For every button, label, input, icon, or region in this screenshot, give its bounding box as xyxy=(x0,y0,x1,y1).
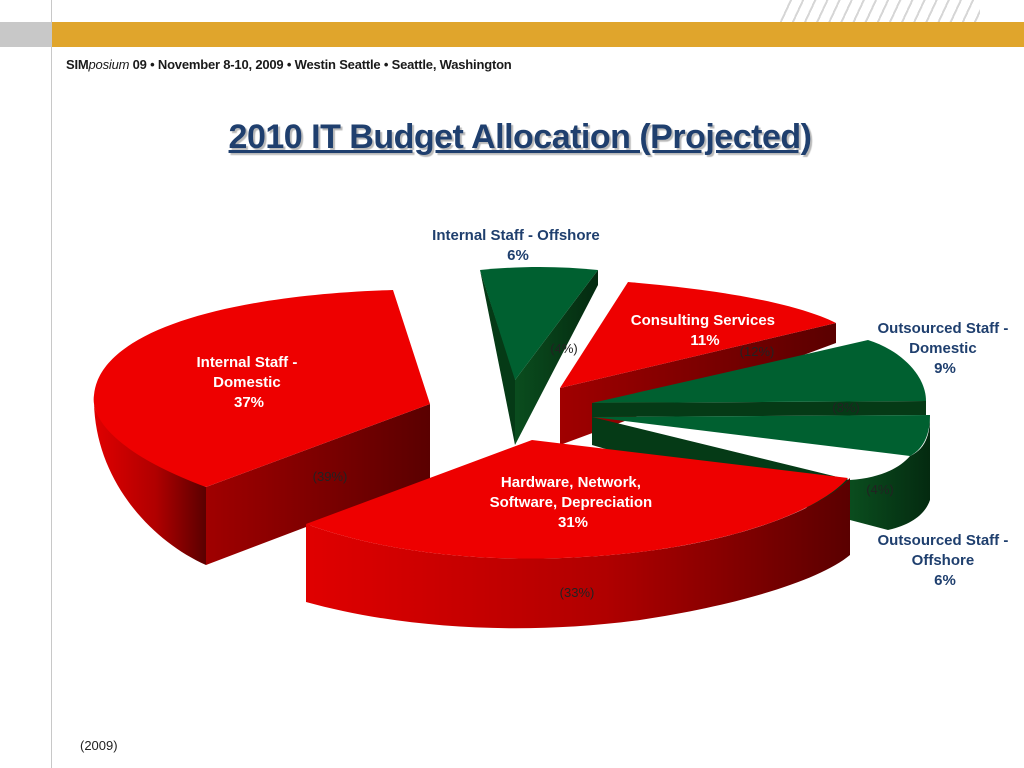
label-internal-domestic-line1: Internal Staff - xyxy=(196,354,297,371)
prior-internal-domestic: (39%) xyxy=(313,469,348,484)
slice-internal-staff-offshore xyxy=(480,267,598,445)
label-outsourced-offshore-line2: Offshore xyxy=(912,552,975,569)
label-outsourced-offshore: Outsourced Staff - Offshore 6% xyxy=(877,532,1012,589)
decorative-hatch xyxy=(780,0,980,22)
prior-outsourced-offshore: (4%) xyxy=(866,482,893,497)
label-hardware-line2: Software, Depreciation xyxy=(490,494,653,511)
slice-internal-offshore-top xyxy=(480,267,598,380)
label-outsourced-offshore-line1: Outsourced Staff - xyxy=(877,532,1008,549)
slide-title: 2010 IT Budget Allocation (Projected) xyxy=(228,118,812,156)
slice-outsourced-offshore-side xyxy=(850,415,930,530)
label-internal-offshore: Internal Staff - Offshore 6% xyxy=(432,227,604,264)
label-consulting-name: Consulting Services xyxy=(631,312,775,329)
slice-internal-offshore-side-left xyxy=(480,270,515,445)
label-outsourced-offshore-value: 6% xyxy=(934,572,956,589)
label-consulting: Consulting Services 11% xyxy=(631,312,779,349)
top-strip xyxy=(0,0,1024,22)
prior-consulting: (12%) xyxy=(740,344,775,359)
header-grey-band xyxy=(0,22,52,47)
slice-hardware-top xyxy=(306,440,848,559)
slice-outsourced-offshore-top xyxy=(592,415,930,456)
label-internal-domestic-line2: Domestic xyxy=(213,374,281,391)
label-hardware-line1: Hardware, Network, xyxy=(501,474,641,491)
event-details: 09 • November 8-10, 2009 • Westin Seattl… xyxy=(129,57,512,72)
label-consulting-value: 11% xyxy=(690,332,719,349)
event-banner: SIMposium 09 • November 8-10, 2009 • Wes… xyxy=(66,57,512,72)
slice-outsourced-staff-domestic xyxy=(592,340,926,417)
label-outsourced-domestic-line2: Domestic xyxy=(909,340,977,357)
slice-consulting-top xyxy=(560,282,836,388)
slice-internal-domestic-side xyxy=(94,403,206,565)
label-hardware-value: 31% xyxy=(558,514,588,531)
event-brand-italic: posium xyxy=(88,57,130,72)
slice-hardware-side xyxy=(306,478,850,629)
left-margin-rule xyxy=(51,0,52,768)
label-outsourced-domestic: Outsourced Staff - Domestic 9% xyxy=(877,320,1012,377)
slice-outsourced-domestic-side xyxy=(592,401,926,417)
label-internal-domestic: Internal Staff - Domestic 37% xyxy=(196,354,301,411)
slice-outsourced-domestic-top xyxy=(592,340,926,403)
slice-internal-domestic-top xyxy=(93,290,430,487)
slice-internal-offshore-side-right xyxy=(515,270,598,445)
slice-internal-domestic-cut xyxy=(206,404,430,565)
label-internal-offshore-name: Internal Staff - Offshore xyxy=(432,227,600,244)
slice-hardware-network-software xyxy=(306,440,850,629)
label-outsourced-domestic-line1: Outsourced Staff - xyxy=(877,320,1008,337)
label-hardware: Hardware, Network, Software, Depreciatio… xyxy=(490,474,657,531)
footnote-2009: (2009) xyxy=(80,738,118,753)
slice-internal-staff-domestic xyxy=(93,290,430,565)
label-internal-domestic-value: 37% xyxy=(234,394,264,411)
header-gold-band xyxy=(52,22,1024,47)
label-outsourced-domestic-value: 9% xyxy=(934,360,956,377)
label-internal-offshore-value: 6% xyxy=(507,247,529,264)
prior-hardware: (33%) xyxy=(560,585,595,600)
prior-outsourced-domestic: (8%) xyxy=(832,400,859,415)
event-brand: SIM xyxy=(66,57,89,72)
prior-internal-offshore: (4%) xyxy=(550,341,577,356)
